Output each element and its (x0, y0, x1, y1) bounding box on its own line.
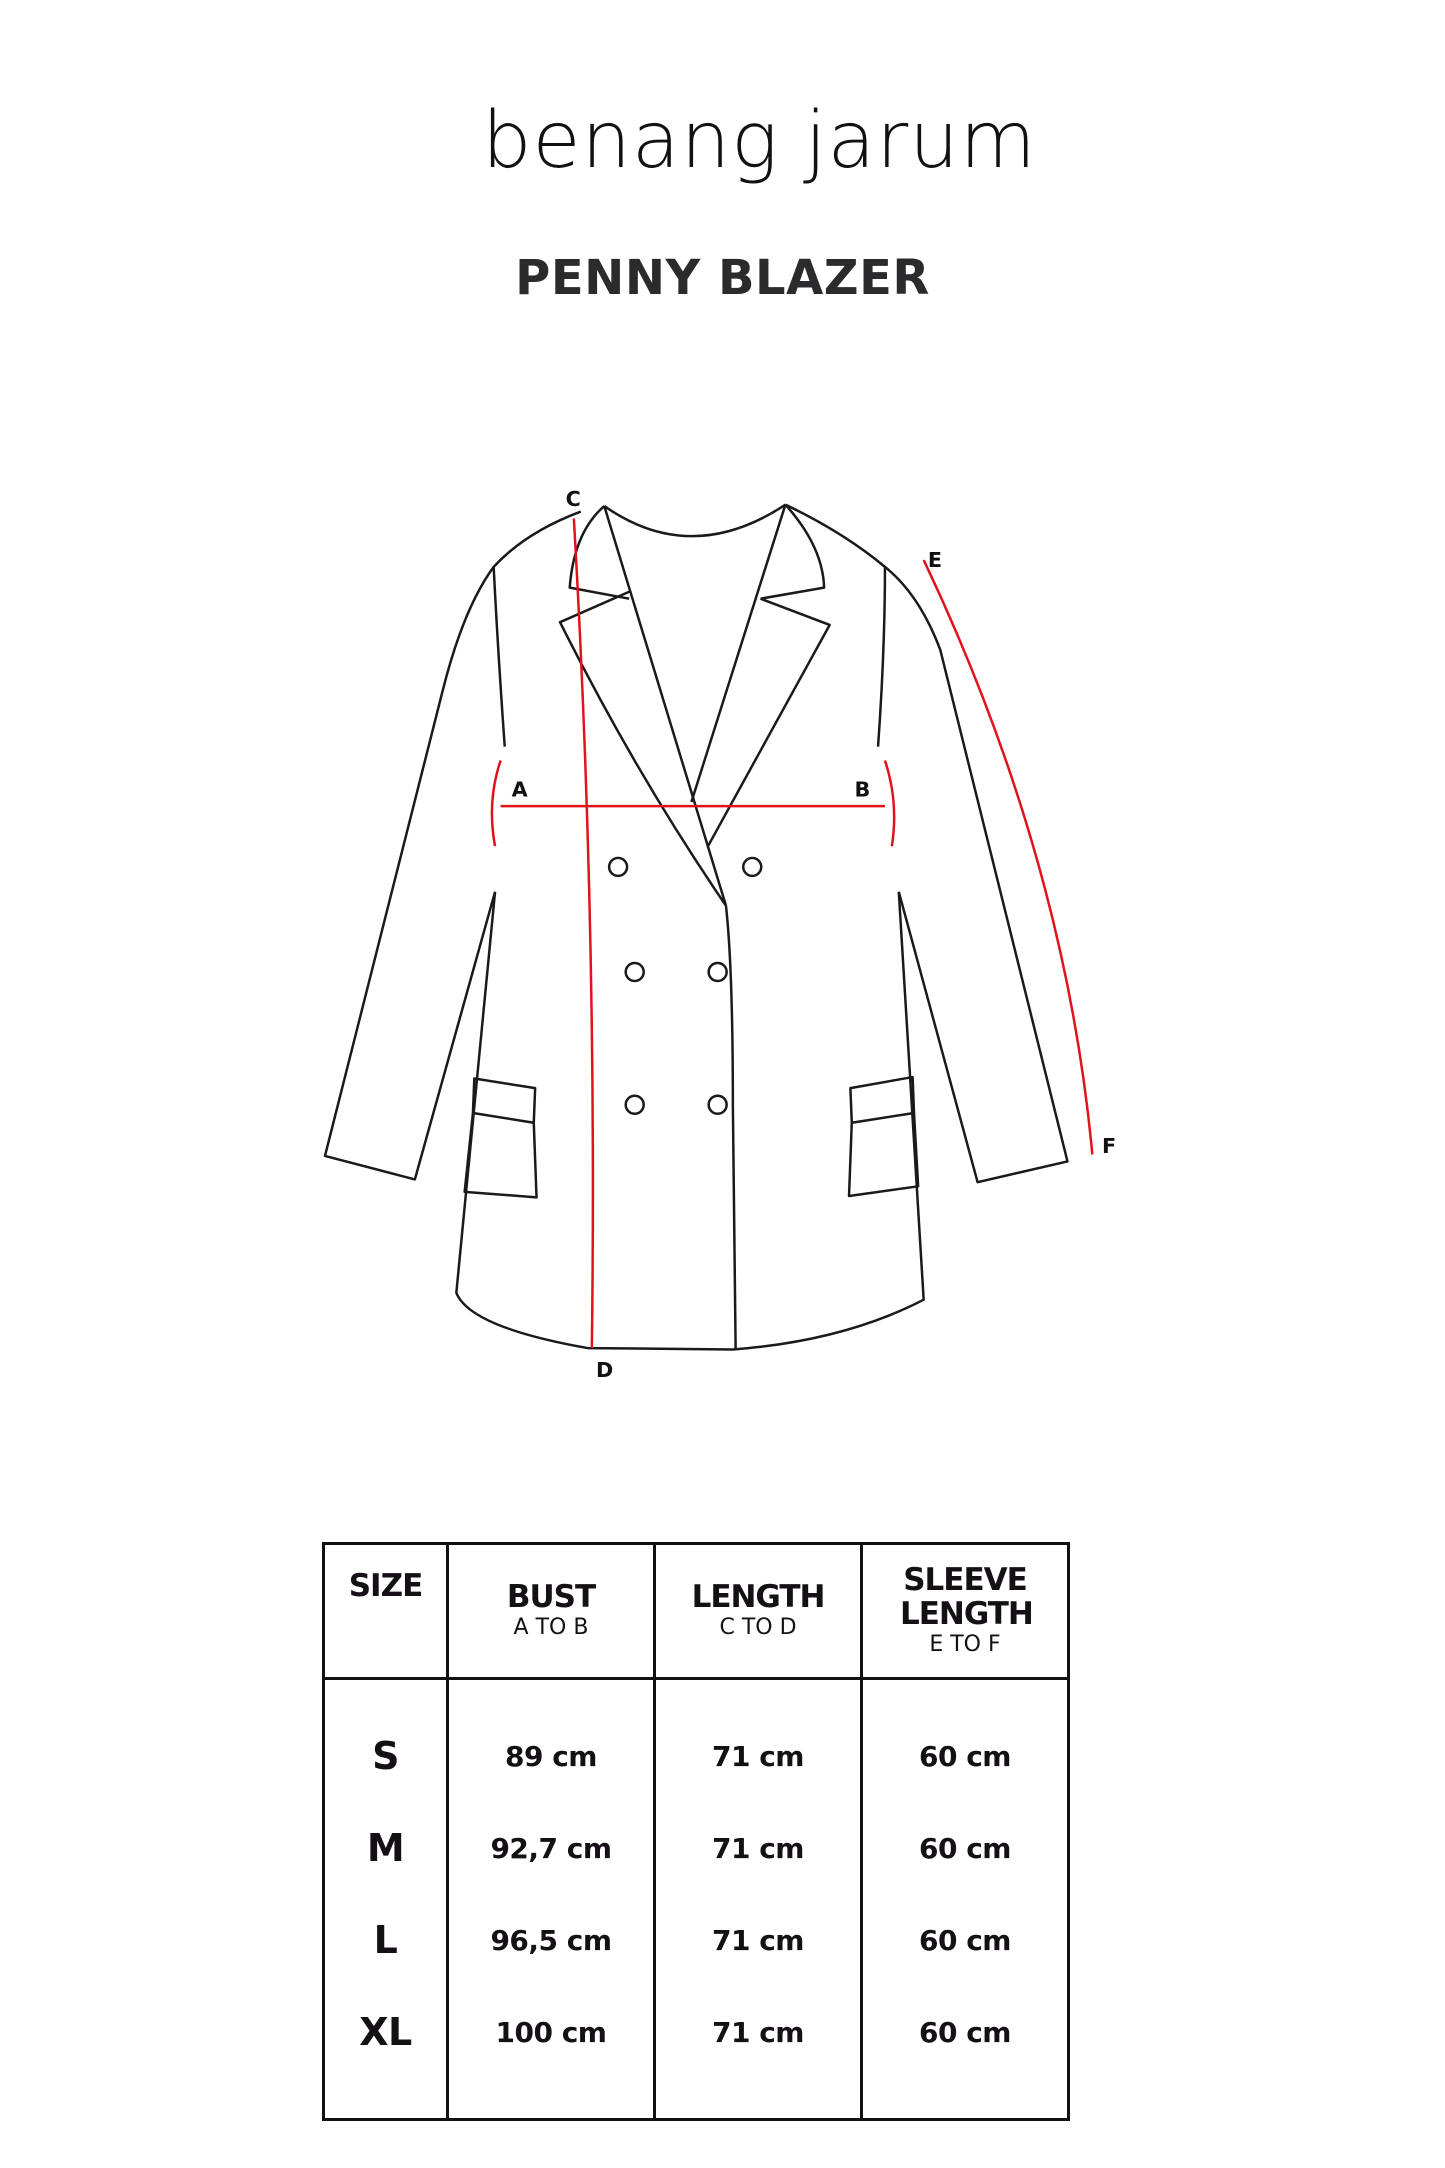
point-label-f: F (1102, 1134, 1116, 1158)
left-pocket-flap (471, 1077, 537, 1124)
table-row: L 96,5 cm 71 cm 60 cm (322, 1894, 1070, 1986)
cell-length: 71 cm (653, 1802, 863, 1894)
cell-size: L (322, 1894, 449, 1986)
cell-bust: 100 cm (446, 1986, 656, 2120)
size-chart-table: SIZE BUST A TO B LENGTH C TO D SLEEVE LENG… (322, 1542, 1070, 2121)
right-lapel (690, 504, 831, 847)
left-armhole (492, 566, 506, 747)
left-sleeve (323, 510, 582, 1181)
right-collar (760, 503, 826, 600)
left-collar (568, 505, 630, 600)
cell-bust: 89 cm (446, 1678, 656, 1802)
header-length: LENGTH C TO D (653, 1542, 863, 1680)
right-armhole (876, 566, 887, 747)
header-sleeve-length: SLEEVE LENGTH E TO F (860, 1542, 1070, 1680)
header-bust: BUST A TO B (446, 1542, 656, 1680)
cell-size: M (322, 1802, 449, 1894)
neckline (603, 503, 787, 538)
left-pocket (463, 1112, 538, 1199)
brand-logo: benang jarum (482, 96, 1037, 186)
cell-sleeve: 60 cm (860, 1986, 1070, 2120)
point-label-e: E (928, 548, 942, 572)
cell-sleeve: 60 cm (860, 1678, 1070, 1802)
button (707, 961, 728, 983)
point-label-d: D (596, 1358, 613, 1382)
measurement-lines (490, 518, 1094, 1349)
table-row: S 89 cm 71 cm 60 cm (322, 1678, 1070, 1802)
table-row: M 92,7 cm 71 cm 60 cm (322, 1802, 1070, 1894)
blazer-outline (323, 503, 1069, 1351)
sleeve-line (922, 559, 1094, 1155)
cell-sleeve: 60 cm (860, 1894, 1070, 1986)
table-header-row: SIZE BUST A TO B LENGTH C TO D SLEEVE LENG… (322, 1542, 1070, 1680)
body-left-side (455, 891, 925, 1351)
cell-length: 71 cm (653, 1986, 863, 2120)
page-title: PENNY BLAZER (515, 250, 930, 306)
button (741, 856, 763, 878)
cell-bust: 96,5 cm (446, 1894, 656, 1986)
right-pocket (847, 1112, 920, 1198)
cell-length: 71 cm (653, 1894, 863, 1986)
right-pocket-flap (849, 1075, 916, 1124)
table-row: XL 100 cm 71 cm 60 cm (322, 1986, 1070, 2120)
cell-sleeve: 60 cm (860, 1802, 1070, 1894)
cell-size: XL (322, 1986, 449, 2120)
button (624, 1094, 645, 1115)
point-label-b: B (855, 777, 871, 801)
center-front (724, 905, 737, 1350)
right-sleeve (784, 503, 1069, 1184)
left-lapel (558, 505, 728, 907)
cell-bust: 92,7 cm (446, 1802, 656, 1894)
bust-left-bracket (490, 760, 502, 847)
length-line (572, 518, 595, 1349)
bust-right-bracket (883, 760, 896, 847)
button (707, 1094, 728, 1115)
cell-size: S (322, 1678, 449, 1802)
button (624, 961, 645, 983)
header-size: SIZE (322, 1542, 449, 1680)
point-label-c: C (566, 487, 581, 511)
button (607, 856, 629, 878)
cell-length: 71 cm (653, 1678, 863, 1802)
point-label-a: A (512, 777, 528, 801)
